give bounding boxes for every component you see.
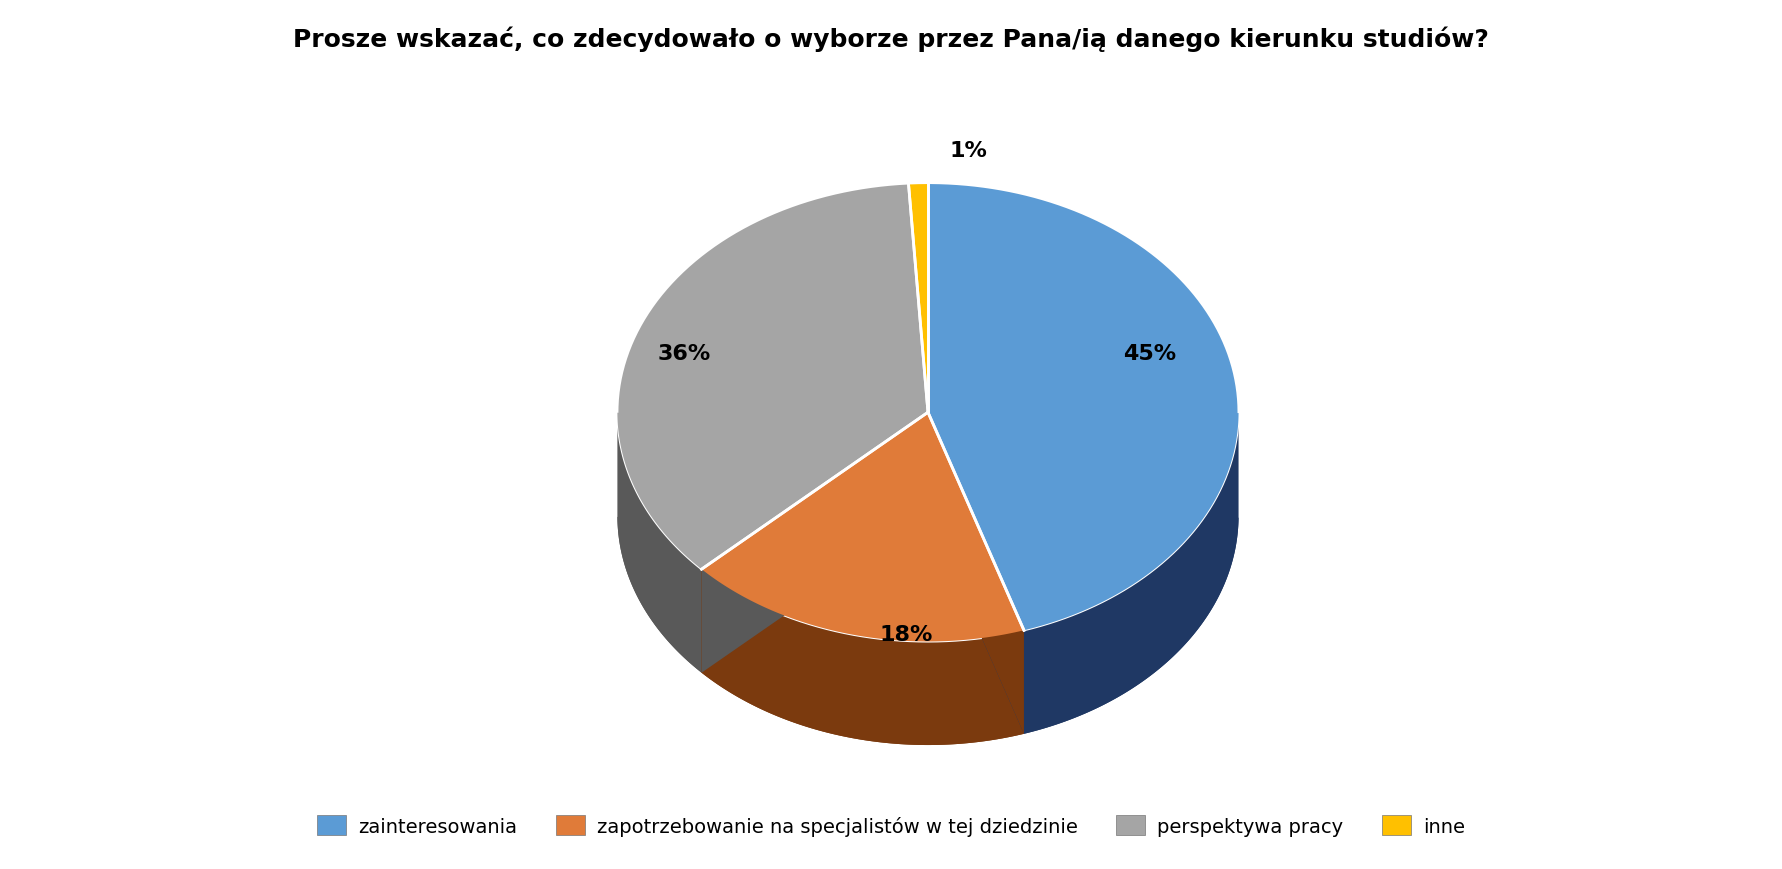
Text: Prosze wskazać, co zdecydowało o wyborze przez Pana/ią danego kierunku studiów?: Prosze wskazać, co zdecydowało o wyborze… (292, 26, 1490, 51)
Polygon shape (928, 413, 1025, 734)
Polygon shape (702, 413, 1025, 641)
Polygon shape (928, 516, 1238, 734)
Legend: zainteresowania, zapotrzebowanie na specjalistów w tej dziedzinie, perspektywa p: zainteresowania, zapotrzebowanie na spec… (310, 807, 1472, 844)
Text: 36%: 36% (658, 344, 711, 363)
Polygon shape (702, 516, 1025, 745)
Polygon shape (617, 184, 928, 569)
Text: 1%: 1% (950, 141, 987, 161)
Polygon shape (928, 184, 1238, 631)
Polygon shape (928, 413, 1025, 734)
Polygon shape (617, 516, 928, 673)
Polygon shape (702, 413, 928, 673)
Polygon shape (617, 414, 702, 673)
Polygon shape (909, 184, 928, 413)
Text: 45%: 45% (1123, 344, 1176, 363)
Polygon shape (1025, 415, 1238, 734)
Text: 18%: 18% (879, 625, 932, 644)
Polygon shape (702, 413, 928, 673)
Polygon shape (702, 569, 1025, 745)
